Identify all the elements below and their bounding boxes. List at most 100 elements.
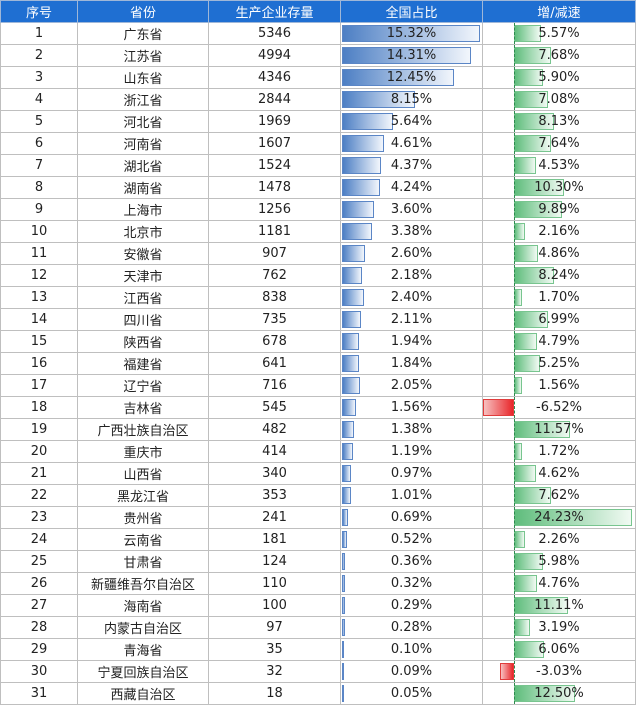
cell-count: 4346 xyxy=(208,66,341,89)
cell-share: 2.11% xyxy=(340,308,483,331)
cell-no: 14 xyxy=(0,308,78,331)
share-text: 1.19% xyxy=(390,444,433,459)
share-bar xyxy=(342,421,355,438)
cell-count: 1524 xyxy=(208,154,341,177)
cell-province: 重庆市 xyxy=(77,440,209,463)
growth-text: -3.03% xyxy=(536,664,582,679)
cell-share: 12.45% xyxy=(340,66,483,89)
growth-axis xyxy=(514,155,515,176)
header-cell-share: 全国占比 xyxy=(340,0,483,23)
growth-axis xyxy=(514,463,515,484)
cell-province: 安徽省 xyxy=(77,242,209,265)
growth-text: 4.79% xyxy=(538,334,580,349)
cell-share: 0.97% xyxy=(340,462,483,485)
cell-growth: 10.30% xyxy=(482,176,636,199)
cell-province: 云南省 xyxy=(77,528,209,551)
table-row: 31 西藏自治区 18 0.05% 12.50% xyxy=(0,682,636,705)
table-row: 11 安徽省 907 2.60% 4.86% xyxy=(0,242,636,265)
cell-count: 110 xyxy=(208,572,341,595)
cell-no: 13 xyxy=(0,286,78,309)
share-text: 3.38% xyxy=(390,224,433,239)
cell-count: 100 xyxy=(208,594,341,617)
cell-count: 482 xyxy=(208,418,341,441)
growth-axis xyxy=(514,177,515,198)
table-row: 8 湖南省 1478 4.24% 10.30% xyxy=(0,176,636,199)
cell-no: 25 xyxy=(0,550,78,573)
cell-no: 8 xyxy=(0,176,78,199)
cell-province: 天津市 xyxy=(77,264,209,287)
cell-count: 735 xyxy=(208,308,341,331)
share-text: 1.01% xyxy=(390,488,433,503)
table-row: 14 四川省 735 2.11% 6.99% xyxy=(0,308,636,331)
cell-province: 辽宁省 xyxy=(77,374,209,397)
growth-text: 6.99% xyxy=(538,312,580,327)
cell-share: 1.01% xyxy=(340,484,483,507)
cell-no: 30 xyxy=(0,660,78,683)
header-cell-growth: 增/减速 xyxy=(482,0,636,23)
cell-count: 545 xyxy=(208,396,341,419)
cell-province: 陕西省 xyxy=(77,330,209,353)
cell-no: 1 xyxy=(0,22,78,45)
cell-no: 11 xyxy=(0,242,78,265)
share-text: 1.94% xyxy=(390,334,433,349)
table-row: 30 宁夏回族自治区 32 0.09% -3.03% xyxy=(0,660,636,683)
table-row: 29 青海省 35 0.10% 6.06% xyxy=(0,638,636,661)
cell-province: 湖南省 xyxy=(77,176,209,199)
cell-no: 22 xyxy=(0,484,78,507)
share-bar xyxy=(342,377,361,394)
cell-no: 16 xyxy=(0,352,78,375)
share-text: 8.15% xyxy=(390,92,433,107)
cell-count: 1607 xyxy=(208,132,341,155)
cell-growth: 1.56% xyxy=(482,374,636,397)
cell-no: 12 xyxy=(0,264,78,287)
growth-axis xyxy=(514,45,515,66)
cell-share: 2.18% xyxy=(340,264,483,287)
cell-count: 838 xyxy=(208,286,341,309)
cell-province: 湖北省 xyxy=(77,154,209,177)
table-row: 24 云南省 181 0.52% 2.26% xyxy=(0,528,636,551)
cell-no: 26 xyxy=(0,572,78,595)
growth-axis xyxy=(514,529,515,550)
share-bar xyxy=(342,201,375,218)
share-text: 5.64% xyxy=(390,114,433,129)
cell-share: 5.64% xyxy=(340,110,483,133)
cell-share: 1.38% xyxy=(340,418,483,441)
cell-province: 新疆维吾尔自治区 xyxy=(77,572,209,595)
table-row: 6 河南省 1607 4.61% 7.64% xyxy=(0,132,636,155)
cell-count: 4994 xyxy=(208,44,341,67)
share-text: 2.18% xyxy=(390,268,433,283)
cell-share: 0.28% xyxy=(340,616,483,639)
cell-no: 4 xyxy=(0,88,78,111)
cell-count: 353 xyxy=(208,484,341,507)
cell-growth: 4.76% xyxy=(482,572,636,595)
growth-axis xyxy=(514,485,515,506)
table-row: 23 贵州省 241 0.69% 24.23% xyxy=(0,506,636,529)
cell-growth: 4.79% xyxy=(482,330,636,353)
share-bar xyxy=(342,157,382,174)
cell-no: 2 xyxy=(0,44,78,67)
share-bar xyxy=(342,575,345,592)
cell-growth: 4.86% xyxy=(482,242,636,265)
cell-count: 35 xyxy=(208,638,341,661)
growth-axis xyxy=(514,375,515,396)
growth-axis xyxy=(514,441,515,462)
table-row: 12 天津市 762 2.18% 8.24% xyxy=(0,264,636,287)
share-text: 4.37% xyxy=(390,158,433,173)
cell-no: 17 xyxy=(0,374,78,397)
cell-count: 124 xyxy=(208,550,341,573)
cell-no: 18 xyxy=(0,396,78,419)
growth-text: 8.24% xyxy=(538,268,580,283)
growth-axis xyxy=(514,67,515,88)
growth-axis xyxy=(514,419,515,440)
growth-bar xyxy=(483,399,514,416)
growth-axis xyxy=(514,243,515,264)
cell-share: 1.84% xyxy=(340,352,483,375)
cell-growth: 6.99% xyxy=(482,308,636,331)
cell-province: 海南省 xyxy=(77,594,209,617)
cell-province: 广西壮族自治区 xyxy=(77,418,209,441)
growth-axis xyxy=(514,573,515,594)
growth-axis xyxy=(514,353,515,374)
cell-share: 0.32% xyxy=(340,572,483,595)
table-row: 3 山东省 4346 12.45% 5.90% xyxy=(0,66,636,89)
cell-no: 9 xyxy=(0,198,78,221)
